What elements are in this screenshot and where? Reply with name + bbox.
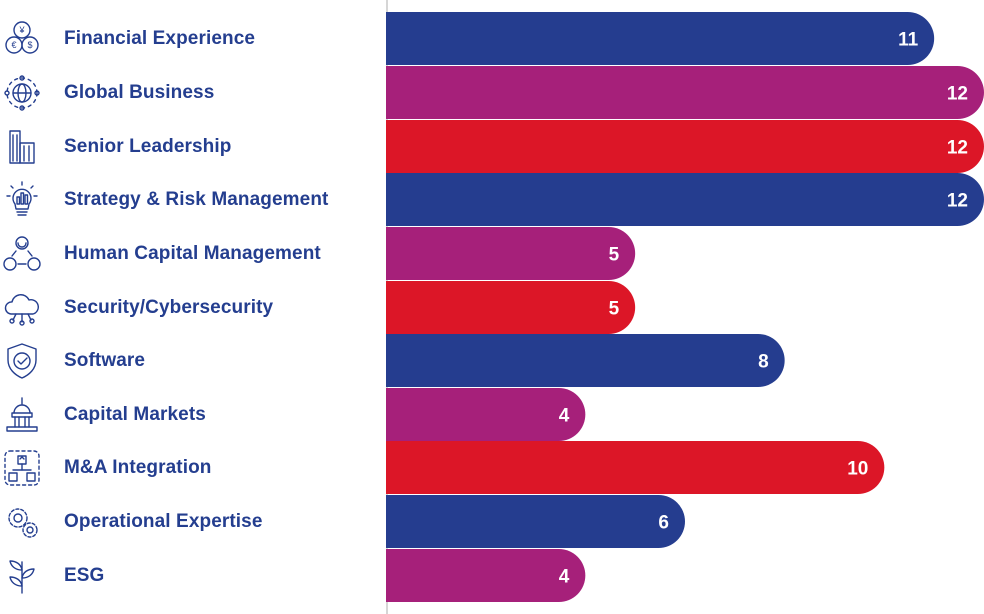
bar-1 — [386, 12, 935, 65]
category-row: Global Business — [0, 73, 380, 113]
bar-4 — [386, 173, 984, 227]
category-row: ¥ € $ Financial Experience — [0, 19, 380, 59]
svg-text:€: € — [11, 40, 16, 50]
category-row: Senior Leadership — [0, 127, 380, 167]
category-label: Global Business — [64, 81, 215, 103]
category-label: Senior Leadership — [64, 135, 232, 157]
bar-value-label: 11 — [898, 30, 919, 51]
bar-11 — [386, 549, 586, 602]
category-row: Capital Markets — [0, 395, 380, 435]
category-row: Security/Cybersecurity — [0, 288, 380, 328]
bar-value-label: 12 — [947, 191, 968, 212]
category-label: Human Capital Management — [64, 242, 321, 264]
bar-value-label: 12 — [947, 84, 968, 105]
category-row: ESG — [0, 556, 380, 596]
bar-10 — [386, 495, 685, 548]
leaf-plant-icon — [2, 556, 42, 596]
category-label: ESG — [64, 564, 105, 586]
gears-icon — [2, 502, 42, 542]
category-label: M&A Integration — [64, 456, 212, 478]
people-network-icon — [2, 234, 42, 274]
bar-6 — [386, 281, 636, 334]
bar-9 — [386, 441, 885, 494]
category-row: Human Capital Management — [0, 234, 380, 274]
bar-value-label: 12 — [947, 138, 968, 159]
shield-check-icon — [2, 341, 42, 381]
category-row: M&A Integration — [0, 448, 380, 488]
svg-text:¥: ¥ — [18, 25, 25, 35]
category-label: Software — [64, 349, 146, 371]
category-label: Capital Markets — [64, 403, 206, 425]
category-label: Operational Expertise — [64, 510, 263, 532]
bar-8 — [386, 388, 586, 441]
capitol-building-icon — [2, 395, 42, 435]
category-row: Operational Expertise — [0, 502, 380, 542]
bar-value-label: 5 — [609, 299, 620, 320]
globe-network-icon — [2, 73, 42, 113]
bar-value-label: 4 — [559, 567, 570, 588]
flowchart-icon — [2, 448, 42, 488]
category-label: Financial Experience — [64, 27, 256, 49]
bar-value-label: 4 — [559, 406, 570, 427]
bar-value-label: 8 — [758, 352, 769, 373]
currency-coins-icon: ¥ € $ — [2, 19, 42, 59]
svg-text:$: $ — [27, 40, 32, 50]
category-label: Strategy & Risk Management — [64, 188, 329, 210]
category-label: Security/Cybersecurity — [64, 296, 274, 318]
bar-2 — [386, 66, 984, 119]
lightbulb-chart-icon — [2, 180, 42, 220]
bar-value-label: 6 — [658, 513, 669, 534]
cloud-network-icon — [2, 288, 42, 328]
bar-value-label: 5 — [609, 245, 620, 266]
bar-7 — [386, 334, 785, 387]
category-row: Strategy & Risk Management — [0, 180, 380, 220]
bar-5 — [386, 227, 636, 280]
bar-3 — [386, 120, 984, 173]
category-row: Software — [0, 341, 380, 381]
bar-value-label: 10 — [847, 459, 868, 480]
buildings-icon — [2, 127, 42, 167]
